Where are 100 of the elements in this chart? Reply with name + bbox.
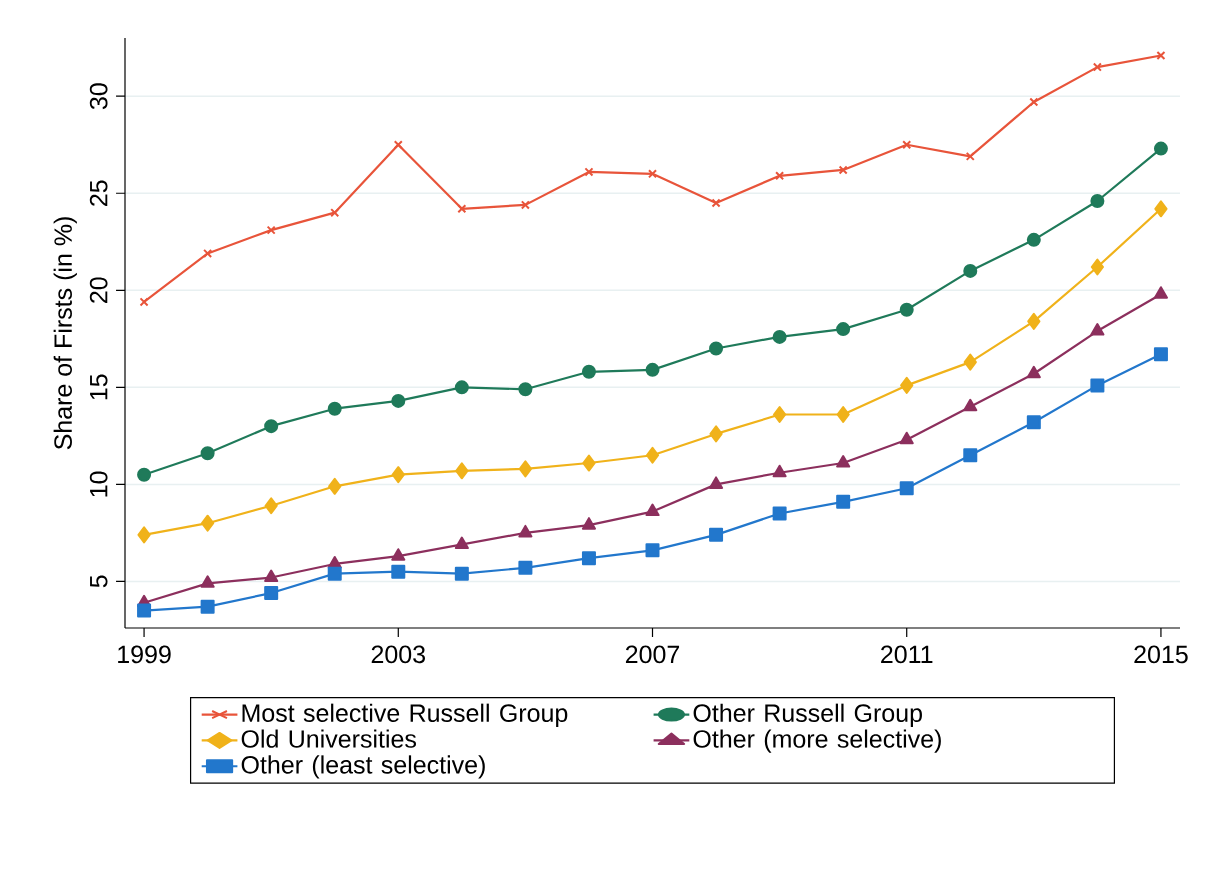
point xyxy=(139,297,149,307)
point xyxy=(200,446,215,461)
point xyxy=(1026,232,1041,247)
point xyxy=(836,455,851,468)
point xyxy=(518,524,533,538)
point xyxy=(836,406,850,424)
point xyxy=(582,454,596,472)
point xyxy=(1090,194,1105,209)
point xyxy=(1153,141,1168,156)
point xyxy=(1153,347,1168,362)
point xyxy=(391,564,406,579)
point xyxy=(137,526,151,544)
point xyxy=(457,204,467,214)
point xyxy=(391,466,405,484)
point xyxy=(454,566,469,581)
point xyxy=(647,169,658,179)
point xyxy=(1027,312,1041,330)
point xyxy=(772,464,787,478)
point xyxy=(584,167,594,177)
legend-label: Other Russell Group xyxy=(693,703,922,727)
point xyxy=(899,302,914,317)
point xyxy=(391,393,406,408)
point xyxy=(711,198,721,208)
point xyxy=(201,514,215,532)
point xyxy=(772,506,787,521)
point xyxy=(645,543,660,558)
y-tick-label: 10 xyxy=(89,471,108,497)
point xyxy=(264,569,279,583)
point xyxy=(963,263,978,278)
point xyxy=(518,560,533,575)
point xyxy=(266,225,276,235)
point xyxy=(899,481,914,496)
point xyxy=(899,431,914,445)
point xyxy=(264,586,279,601)
point xyxy=(775,171,785,181)
point xyxy=(836,322,851,337)
point xyxy=(1090,323,1105,336)
legend-label: Old Universities xyxy=(241,729,416,748)
legend-label: Other (least selective) xyxy=(241,755,485,779)
point xyxy=(963,398,978,412)
point xyxy=(709,527,724,542)
point xyxy=(200,575,215,588)
point xyxy=(581,364,596,379)
point xyxy=(645,446,660,464)
point xyxy=(518,460,533,478)
point xyxy=(645,362,660,377)
point xyxy=(1153,286,1168,299)
point xyxy=(963,448,978,463)
point xyxy=(264,497,278,515)
point xyxy=(963,353,977,371)
point xyxy=(1154,200,1168,218)
point xyxy=(645,503,660,517)
point xyxy=(327,566,342,581)
point xyxy=(518,382,533,397)
point xyxy=(203,248,213,258)
point xyxy=(200,599,215,614)
point xyxy=(391,548,406,561)
point xyxy=(393,140,403,150)
point xyxy=(772,406,787,424)
point xyxy=(137,467,152,482)
x-tick-label: 2003 xyxy=(371,645,425,664)
point xyxy=(454,380,469,395)
point xyxy=(772,329,787,344)
y-axis-title: Share of Firsts (in %) xyxy=(53,217,77,450)
point xyxy=(264,419,279,434)
point xyxy=(1029,97,1039,107)
point xyxy=(581,517,597,530)
point xyxy=(709,341,724,356)
point xyxy=(1092,62,1102,72)
point xyxy=(1090,258,1105,276)
point xyxy=(328,477,342,495)
point xyxy=(1026,415,1041,430)
x-tick-label: 2007 xyxy=(625,645,680,664)
point xyxy=(965,151,975,161)
legend-label: Other (more selective) xyxy=(693,729,941,753)
point xyxy=(900,376,914,394)
point xyxy=(520,200,530,210)
x-tick-label: 2011 xyxy=(881,645,933,664)
point xyxy=(581,551,596,566)
point xyxy=(1026,365,1041,379)
y-tick-label: 25 xyxy=(89,180,108,206)
point xyxy=(709,476,724,489)
y-tick-label: 20 xyxy=(89,277,108,303)
point xyxy=(455,462,469,480)
legend-label: Most selective Russell Group xyxy=(242,703,568,727)
point xyxy=(137,603,152,618)
point xyxy=(454,536,469,550)
point xyxy=(836,494,851,509)
y-tick-label: 30 xyxy=(89,83,108,110)
point xyxy=(330,208,340,218)
point xyxy=(1090,378,1105,393)
x-tick-label: 1999 xyxy=(118,645,171,664)
x-tick-label: 2015 xyxy=(1134,645,1188,664)
point xyxy=(709,425,723,443)
y-tick-label: 5 xyxy=(90,575,108,588)
y-tick-label: 15 xyxy=(90,374,108,400)
point xyxy=(327,401,342,416)
point xyxy=(1156,50,1166,60)
point xyxy=(902,140,912,150)
point xyxy=(838,165,848,175)
